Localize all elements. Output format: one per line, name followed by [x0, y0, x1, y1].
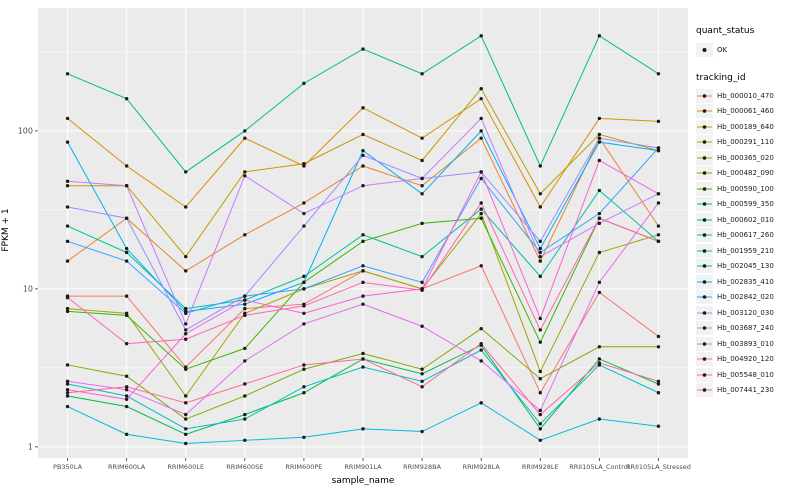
series-key-icon: [696, 104, 713, 119]
legend-title-tracking-id: tracking_id: [696, 73, 746, 83]
series-key-icon: [696, 367, 713, 382]
svg-text:100: 100: [18, 126, 33, 135]
svg-text:1: 1: [28, 442, 33, 451]
series-key-icon: [696, 274, 713, 289]
series-key-icon: [696, 290, 713, 305]
svg-text:RRIM600SE: RRIM600SE: [226, 463, 263, 471]
legend-label-tracking-id: Hb_000602_010: [717, 215, 774, 224]
legend-entry-tracking: Hb_000291_110: [696, 135, 798, 151]
legend-label-ok: OK: [717, 46, 728, 54]
legend-entry-tracking: Hb_000189_640: [696, 119, 798, 135]
svg-text:RRIM600LA: RRIM600LA: [108, 463, 146, 471]
legend-label-tracking-id: Hb_000617_260: [717, 231, 774, 240]
legend-label-tracking-id: Hb_001959_210: [717, 246, 774, 255]
legend-label-tracking-id: Hb_000599_350: [717, 200, 774, 209]
svg-text:RRIM928LE: RRIM928LE: [522, 463, 559, 471]
series-key-icon: [696, 212, 713, 227]
legend-label-tracking-id: Hb_003893_010: [717, 339, 774, 348]
series-key-icon: [696, 305, 713, 320]
legend-entry-tracking: Hb_000617_260: [696, 228, 798, 244]
line-chart-panel: 1 10 100 PB350LA RRIM600LA RRIM600LE RRIM600SE…: [18, 8, 691, 471]
legend-entry-tracking: Hb_004920_120: [696, 352, 798, 368]
legend: quant_status OK tracking_id Hb_000010_47…: [696, 26, 798, 398]
svg-text:PB350LA: PB350LA: [53, 463, 83, 471]
series-key-icon: [696, 197, 713, 212]
legend-entry-tracking: Hb_000061_460: [696, 104, 798, 120]
legend-entry-tracking: Hb_002842_020: [696, 290, 798, 306]
legend-entry-tracking: Hb_000365_020: [696, 150, 798, 166]
legend-label-tracking-id: Hb_000010_470: [717, 91, 774, 100]
y-axis-title: FPKM + 1: [1, 208, 11, 252]
legend-entry-tracking: Hb_005548_010: [696, 367, 798, 383]
series-key-icon: [696, 243, 713, 258]
series-key-icon: [696, 336, 713, 351]
legend-entry-tracking: Hb_000599_350: [696, 197, 798, 213]
svg-text:RRIM901LA: RRIM901LA: [344, 463, 382, 471]
ok-point-key-icon: [696, 43, 713, 57]
series-key-icon: [696, 383, 713, 398]
legend-entry-ok: OK: [696, 41, 798, 59]
legend-entry-tracking: Hb_003120_030: [696, 305, 798, 321]
legend-entry-tracking: Hb_002835_410: [696, 274, 798, 290]
series-key-icon: [696, 166, 713, 181]
series-key-icon: [696, 228, 713, 243]
legend-label-tracking-id: Hb_005548_010: [717, 370, 774, 379]
legend-label-tracking-id: Hb_000291_110: [717, 138, 774, 147]
legend-entry-tracking: Hb_000482_090: [696, 166, 798, 182]
series-key-icon: [696, 181, 713, 196]
svg-text:10: 10: [23, 284, 33, 293]
svg-text:RRII105LA_Control: RRII105LA_Control: [569, 463, 629, 471]
legend-label-tracking-id: Hb_002835_410: [717, 277, 774, 286]
legend-entry-tracking: Hb_007441_230: [696, 383, 798, 399]
x-axis-title: sample_name: [331, 476, 395, 486]
legend-title-quant-status: quant_status: [696, 26, 755, 36]
series-key-icon: [696, 321, 713, 336]
legend-series-list: Hb_000010_470 Hb_000061_460 Hb_000189_640 H…: [696, 88, 798, 398]
series-key-icon: [696, 135, 713, 150]
legend-label-tracking-id: Hb_003120_030: [717, 308, 774, 317]
svg-text:RRIM600PE: RRIM600PE: [285, 463, 322, 471]
series-key-icon: [696, 88, 713, 103]
legend-label-tracking-id: Hb_002045_130: [717, 262, 774, 271]
series-key-icon: [696, 352, 713, 367]
legend-label-tracking-id: Hb_000590_100: [717, 184, 774, 193]
legend-label-tracking-id: Hb_002842_020: [717, 293, 774, 302]
legend-entry-tracking: Hb_000590_100: [696, 181, 798, 197]
legend-entry-tracking: Hb_000602_010: [696, 212, 798, 228]
legend-label-tracking-id: Hb_000061_460: [717, 107, 774, 116]
svg-text:RRIM600LE: RRIM600LE: [167, 463, 204, 471]
legend-entry-tracking: Hb_003893_010: [696, 336, 798, 352]
legend-entry-tracking: Hb_002045_130: [696, 259, 798, 275]
legend-label-tracking-id: Hb_003687_240: [717, 324, 774, 333]
legend-label-tracking-id: Hb_007441_230: [717, 386, 774, 395]
svg-text:RRIM928BA: RRIM928BA: [403, 463, 441, 471]
svg-text:RRIM928LA: RRIM928LA: [463, 463, 501, 471]
legend-label-tracking-id: Hb_004920_120: [717, 355, 774, 364]
series-key-icon: [696, 119, 713, 134]
series-key-icon: [696, 150, 713, 165]
legend-label-tracking-id: Hb_000189_640: [717, 122, 774, 131]
legend-label-tracking-id: Hb_000482_090: [717, 169, 774, 178]
svg-text:RRII105LA_Stressed: RRII105LA_Stressed: [626, 463, 691, 471]
legend-entry-tracking: Hb_001959_210: [696, 243, 798, 259]
legend-entry-tracking: Hb_003687_240: [696, 321, 798, 337]
legend-entry-tracking: Hb_000010_470: [696, 88, 798, 104]
series-key-icon: [696, 259, 713, 274]
legend-label-tracking-id: Hb_000365_020: [717, 153, 774, 162]
